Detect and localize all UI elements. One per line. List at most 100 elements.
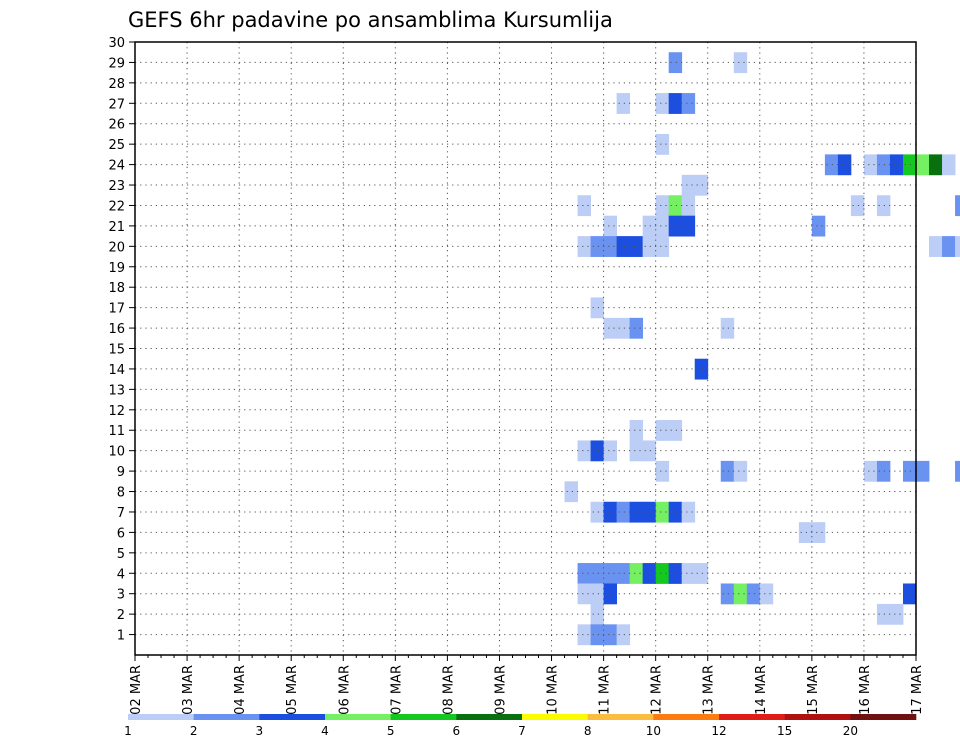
heatmap-cell xyxy=(655,215,670,237)
heatmap-cell xyxy=(694,174,709,196)
heatmap-cell xyxy=(642,440,657,462)
heatmap-cell xyxy=(642,563,657,584)
heatmap-cell xyxy=(577,583,591,605)
colorbar-swatch xyxy=(456,714,523,720)
heatmap-cell xyxy=(668,93,683,114)
y-tick-label: 24 xyxy=(108,159,125,174)
y-tick-label: 5 xyxy=(117,547,125,562)
colorbar-swatch xyxy=(325,714,391,720)
heatmap-cell xyxy=(629,420,644,441)
heatmap-cell xyxy=(603,317,618,339)
colorbar-label: 2 xyxy=(190,724,198,738)
heatmap-cell xyxy=(720,317,735,339)
y-tick-label: 15 xyxy=(108,343,125,358)
heatmap-cell xyxy=(642,215,657,237)
heatmap-cell xyxy=(824,154,839,176)
x-tick-label: 17 MAR xyxy=(910,665,925,715)
colorbar-swatch xyxy=(390,714,457,720)
x-tick-label: 12 MAR xyxy=(650,665,665,715)
heatmap-cell xyxy=(590,603,604,625)
y-tick-label: 18 xyxy=(108,281,125,296)
grid-lines xyxy=(135,42,916,655)
x-tick-label: 02 MAR xyxy=(129,665,144,715)
y-tick-label: 9 xyxy=(117,465,125,480)
heatmap-cell xyxy=(876,603,891,625)
heatmap-cell xyxy=(616,236,631,257)
heatmap-cell xyxy=(616,93,631,114)
y-tick-label: 11 xyxy=(108,424,125,439)
heatmap-cell xyxy=(694,563,709,584)
heatmap-cell xyxy=(603,236,618,257)
heatmap-cell xyxy=(902,583,917,605)
heatmap-cell xyxy=(590,501,604,523)
y-tick-label: 3 xyxy=(117,588,125,603)
y-tick-label: 2 xyxy=(117,608,125,623)
heatmap-cell xyxy=(603,624,618,646)
y-tick-label: 25 xyxy=(108,138,125,153)
heatmap-cell xyxy=(642,501,657,523)
heatmap-cell xyxy=(681,93,696,114)
heatmap-cell xyxy=(876,460,891,482)
colorbar-swatch xyxy=(587,714,654,720)
heatmap-cell xyxy=(681,174,696,196)
heatmap-cell xyxy=(889,154,904,176)
heatmap-cell xyxy=(629,501,644,523)
y-tick-label: 26 xyxy=(108,118,125,133)
y-tick-label: 4 xyxy=(117,567,125,582)
colorbar-swatch xyxy=(719,714,785,720)
heatmap-cell xyxy=(603,215,618,237)
colorbar-label: 4 xyxy=(321,724,329,738)
heatmap-cell xyxy=(642,236,657,257)
colorbar-swatch xyxy=(259,714,326,720)
heatmap-cell xyxy=(733,460,748,482)
colorbar-label: 3 xyxy=(256,724,264,738)
heatmap-cell xyxy=(577,624,591,646)
heatmap-cell xyxy=(616,624,631,646)
heatmap-cell xyxy=(681,195,696,217)
colorbar-label: 1 xyxy=(124,724,132,738)
heatmap-cell xyxy=(889,603,904,625)
heatmap-cell xyxy=(668,215,683,237)
heatmap-cell xyxy=(876,195,891,217)
heatmap-cell xyxy=(577,563,591,584)
colorbar-label: 5 xyxy=(387,724,395,738)
heatmap-cell xyxy=(577,236,591,257)
y-tick-label: 28 xyxy=(108,77,125,92)
heatmap-cell xyxy=(902,154,917,176)
heatmap-cell xyxy=(668,52,683,74)
heatmap-cell xyxy=(590,624,604,646)
colorbar-label: 10 xyxy=(646,724,661,738)
heatmap-cell xyxy=(916,460,930,482)
x-tick-label: 06 MAR xyxy=(337,665,352,715)
colorbar-label: 20 xyxy=(843,724,858,738)
colorbar-legend: 1 2 3 4 5 6 7 8 10 12 15 20 xyxy=(124,714,917,738)
heatmap-cell xyxy=(577,195,591,217)
y-tick-label: 21 xyxy=(108,220,125,235)
heatmap-cell xyxy=(759,583,774,605)
y-tick-label: 6 xyxy=(117,526,125,541)
heatmap-cell xyxy=(564,481,578,503)
y-tick-label: 7 xyxy=(117,506,125,521)
heatmap-cell xyxy=(616,501,631,523)
colorbar-label: 8 xyxy=(584,724,592,738)
x-tick-label: 14 MAR xyxy=(754,665,769,715)
heatmap-cell xyxy=(733,52,748,74)
heatmap-cell xyxy=(929,154,943,176)
heatmap-cell xyxy=(955,236,960,257)
heatmap-cell xyxy=(942,236,956,257)
heatmap-cell xyxy=(681,215,696,237)
x-tick-label: 15 MAR xyxy=(806,665,821,715)
x-tick-label: 08 MAR xyxy=(441,665,456,715)
colorbar-swatch xyxy=(850,714,917,720)
heatmap-cell xyxy=(746,583,761,605)
heatmap-cell xyxy=(603,501,618,523)
x-tick-label: 10 MAR xyxy=(546,665,561,715)
heatmap-cell xyxy=(694,358,709,380)
heatmap-cell xyxy=(720,583,735,605)
heatmap-cell xyxy=(863,154,878,176)
colorbar-label: 6 xyxy=(453,724,461,738)
heatmap-cell xyxy=(655,460,670,482)
heatmap-cell xyxy=(655,563,670,584)
x-tick-label: 09 MAR xyxy=(493,665,508,715)
